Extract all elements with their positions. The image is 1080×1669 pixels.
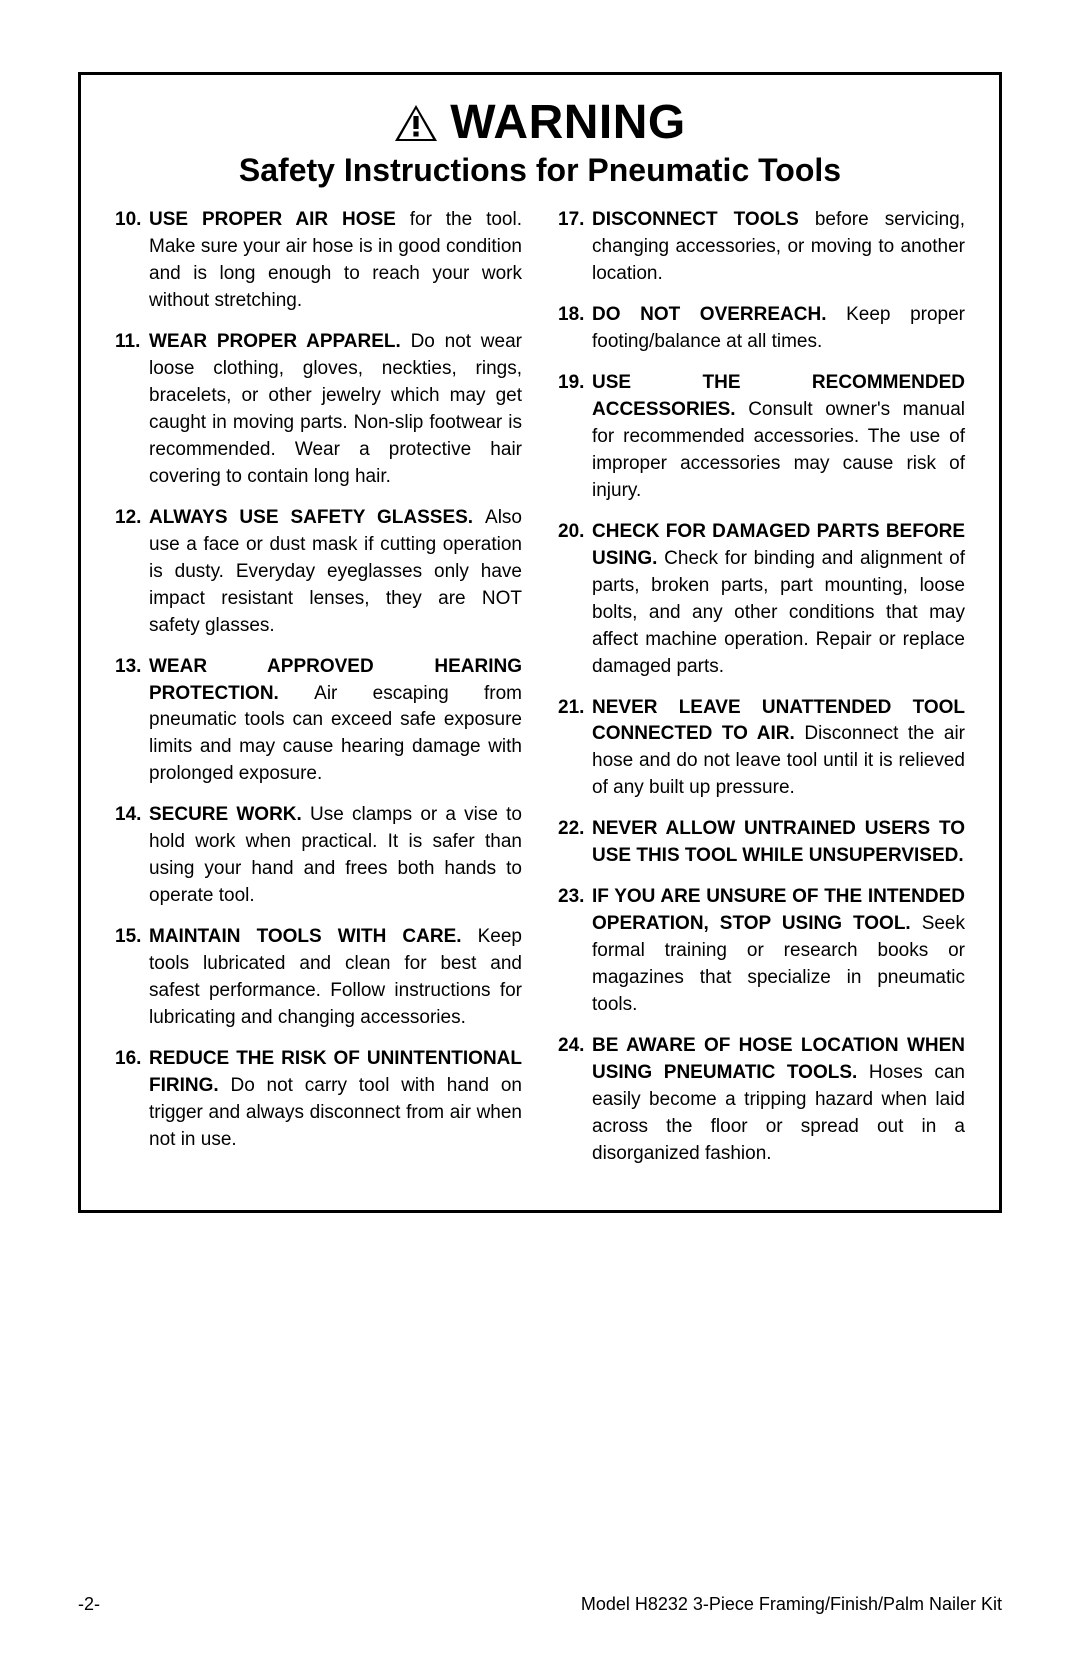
list-item: 13.WEAR APPROVED HEARING PROTECTION. Air…	[115, 654, 522, 789]
list-item: 16.REDUCE THE RISK OF UNINTENTIONAL FIRI…	[115, 1046, 522, 1154]
item-number: 21.	[558, 695, 584, 722]
item-lead: DISCONNECT TOOLS	[592, 209, 815, 230]
item-number: 14.	[115, 802, 141, 829]
warning-title: WARNING	[450, 95, 685, 150]
list-item: 22. NEVER ALLOW UNTRAINED USERS TO USE TH…	[558, 816, 965, 870]
item-number: 16.	[115, 1046, 141, 1073]
list-item: 23. IF YOU ARE UNSURE OF THE INTENDED OPE…	[558, 884, 965, 1019]
item-number: 20.	[558, 519, 584, 546]
list-item: 10.USE PROPER AIR HOSE for the tool. Mak…	[115, 207, 522, 315]
footer: -2- Model H8232 3-Piece Framing/Finish/P…	[78, 1594, 1002, 1615]
list-item: 11. WEAR PROPER APPAREL. Do not wear loos…	[115, 329, 522, 491]
item-lead: NEVER ALLOW UNTRAINED USERS TO USE THIS …	[592, 818, 965, 866]
right-column: 17.DISCONNECT TOOLS before servicing, ch…	[558, 207, 965, 1182]
list-item: 20.CHECK FOR DAMAGED PARTS BEFORE USING.…	[558, 519, 965, 681]
item-lead: IF YOU ARE UNSURE OF THE INTENDED OPERAT…	[592, 886, 965, 934]
model-line: Model H8232 3-Piece Framing/Finish/Palm …	[581, 1594, 1002, 1615]
warning-line: WARNING	[115, 95, 965, 150]
list-item: 15.MAINTAIN TOOLS WITH CARE. Keep tools …	[115, 924, 522, 1032]
item-number: 22.	[558, 816, 584, 843]
item-body: Do not wear loose clothing, gloves, neck…	[149, 331, 522, 487]
columns: 10.USE PROPER AIR HOSE for the tool. Mak…	[115, 207, 965, 1182]
page-number: -2-	[78, 1594, 100, 1615]
list-item: 19.USE THE RECOMMENDED ACCESSORIES. Cons…	[558, 370, 965, 505]
item-lead: ALWAYS USE SAFETY GLASSES.	[149, 507, 485, 528]
item-number: 13.	[115, 654, 141, 681]
item-lead: DO NOT OVERREACH.	[592, 304, 846, 325]
list-item: 17.DISCONNECT TOOLS before servicing, ch…	[558, 207, 965, 288]
list-item: 18.DO NOT OVERREACH. Keep proper footing…	[558, 302, 965, 356]
item-number: 17.	[558, 207, 584, 234]
list-item: 21.NEVER LEAVE UNATTENDED TOOL CONNECTED…	[558, 695, 965, 803]
page: WARNING Safety Instructions for Pneumati…	[0, 0, 1080, 1669]
item-number: 19.	[558, 370, 584, 397]
item-lead: MAINTAIN TOOLS WITH CARE.	[149, 926, 478, 947]
item-number: 10.	[115, 207, 141, 234]
list-item: 14.SECURE WORK. Use clamps or a vise to …	[115, 802, 522, 910]
item-number: 24.	[558, 1033, 584, 1060]
content-frame: WARNING Safety Instructions for Pneumati…	[78, 72, 1002, 1213]
item-number: 12.	[115, 505, 141, 532]
list-item: 12.ALWAYS USE SAFETY GLASSES. Also use a…	[115, 505, 522, 640]
item-number: 11.	[115, 329, 140, 356]
item-lead: WEAR PROPER APPAREL.	[149, 331, 411, 352]
subtitle: Safety Instructions for Pneumatic Tools	[115, 152, 965, 189]
header: WARNING Safety Instructions for Pneumati…	[115, 95, 965, 189]
item-number: 23.	[558, 884, 584, 911]
warning-triangle-icon	[394, 104, 438, 142]
list-item: 24.BE AWARE OF HOSE LOCATION WHEN USING …	[558, 1033, 965, 1168]
left-column: 10.USE PROPER AIR HOSE for the tool. Mak…	[115, 207, 522, 1182]
item-number: 15.	[115, 924, 141, 951]
item-lead: SECURE WORK.	[149, 804, 310, 825]
item-number: 18.	[558, 302, 584, 329]
item-lead: USE PROPER AIR HOSE	[149, 209, 410, 230]
